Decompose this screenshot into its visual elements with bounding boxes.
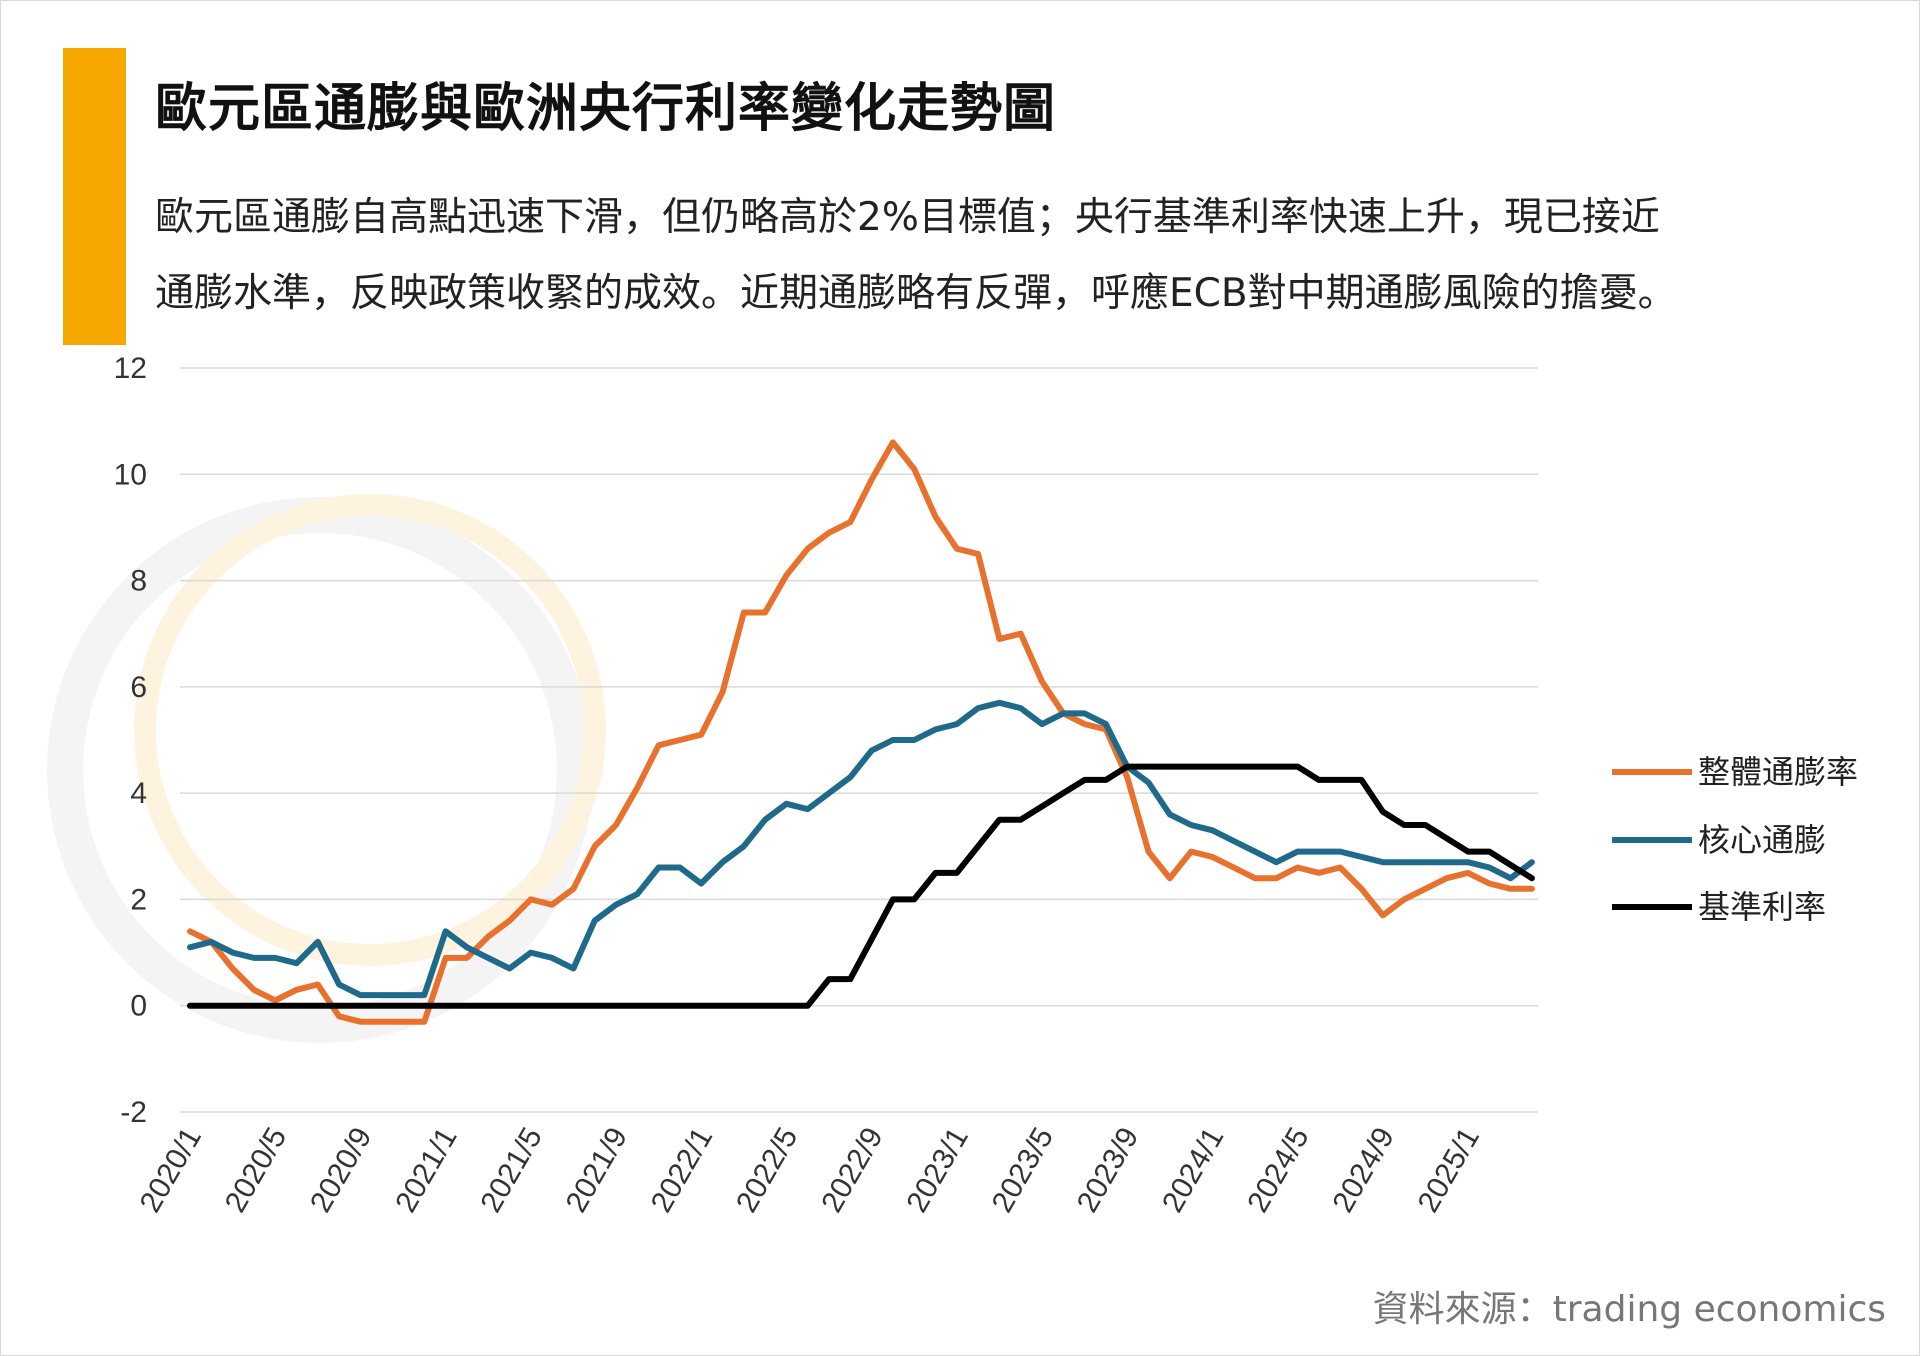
- y-tick-label: 8: [130, 565, 147, 598]
- x-tick-label: 2022/9: [815, 1122, 889, 1218]
- source-note: 資料來源：trading economics: [1372, 1289, 1886, 1330]
- y-tick-label: 0: [130, 990, 147, 1023]
- x-tick-label: 2020/5: [219, 1122, 293, 1218]
- x-tick-label: 2025/1: [1412, 1122, 1486, 1218]
- x-tick-label: 2021/5: [474, 1122, 548, 1218]
- watermark-logo: [47, 494, 606, 1043]
- x-tick-label: 2023/5: [986, 1122, 1060, 1218]
- gridlines: [180, 367, 1538, 1113]
- x-tick-label: 2024/9: [1326, 1122, 1400, 1218]
- x-tick-label: 2023/1: [900, 1122, 974, 1218]
- title-accent-bar: [63, 48, 126, 345]
- x-tick-label: 2023/9: [1071, 1122, 1145, 1218]
- y-tick-label: 4: [130, 777, 147, 810]
- x-tick-label: 2021/1: [389, 1122, 463, 1218]
- x-axis-ticks: 2020/1 2020/5 2020/9 2021/1 2021/5 2021/9 2022…: [134, 1122, 1486, 1218]
- y-tick-label: 10: [114, 458, 147, 491]
- x-tick-label: 2020/1: [134, 1122, 208, 1218]
- y-tick-label: -2: [120, 1096, 147, 1129]
- series-line-1: [187, 439, 1535, 1025]
- x-tick-label: 2022/5: [730, 1122, 804, 1218]
- y-tick-label: 6: [130, 671, 147, 704]
- x-tick-label: 2020/9: [304, 1122, 378, 1218]
- subtitle-line-2: 通膨水準，反映政策收緊的成效。近期通膨略有反彈，呼應ECB對中期通膨風險的擔憂。: [155, 271, 1677, 316]
- x-tick-label: 2024/5: [1241, 1122, 1315, 1218]
- legend-label: 基準利率: [1698, 888, 1826, 926]
- watermark-ring: [134, 494, 606, 966]
- subtitle-line-1: 歐元區通膨自高點迅速下滑，但仍略高於2%目標值；央行基準利率快速上升，現已接近: [155, 195, 1660, 240]
- x-tick-label: 2022/1: [645, 1122, 719, 1218]
- y-tick-label: 12: [114, 352, 147, 385]
- y-axis-ticks: -2 0 2 4 6 8 10 12: [114, 352, 147, 1129]
- series-line-3: [187, 763, 1535, 1009]
- x-tick-label: 2024/1: [1156, 1122, 1230, 1218]
- chart-title: 歐元區通膨與歐洲央行利率變化走勢圖: [155, 79, 1057, 139]
- series-lines: [187, 439, 1535, 1025]
- legend-label: 核心通膨: [1698, 821, 1826, 859]
- x-tick-label: 2021/9: [560, 1122, 634, 1218]
- chart-subtitle: 歐元區通膨自高點迅速下滑，但仍略高於2%目標值；央行基準利率快速上升，現已接近 …: [155, 180, 1855, 332]
- series-line-2: [187, 699, 1535, 999]
- legend-label: 整體通膨率: [1698, 753, 1858, 791]
- y-tick-label: 2: [130, 883, 147, 916]
